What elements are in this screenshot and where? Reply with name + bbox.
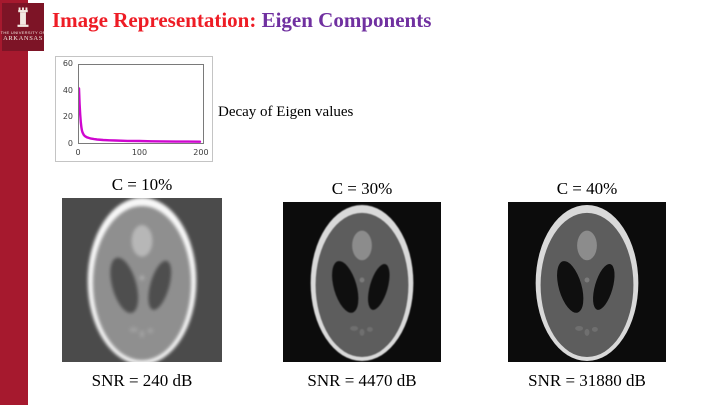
compression-label: C = 30%: [331, 179, 393, 198]
compression-label: C = 40%: [556, 179, 618, 198]
eigen-decay-chart: 0 20 40 60 0 100 200: [55, 56, 213, 162]
university-logo: THE UNIVERSITY OF ARKANSAS: [0, 3, 46, 51]
decay-curve-svg: [79, 87, 202, 143]
tower-icon: [17, 7, 29, 27]
phantom-image-30pct: [283, 202, 441, 362]
snr-label: SNR = 31880 dB: [528, 371, 646, 390]
decay-curve: [79, 87, 202, 143]
chart-y-axis: 0 20 40 60: [56, 60, 76, 148]
compression-label: C = 10%: [111, 175, 173, 194]
title-red-part: Image Representation:: [52, 8, 257, 32]
snr-label: SNR = 4470 dB: [307, 371, 417, 390]
chart-plot-area: [78, 64, 204, 144]
y-tick-label: 60: [62, 59, 73, 68]
y-tick-label: 0: [67, 139, 73, 148]
x-tick-label: 100: [131, 148, 148, 157]
logo-text-line2: ARKANSAS: [3, 35, 43, 42]
x-tick-label: 0: [75, 148, 81, 157]
phantom-svg: [62, 198, 222, 362]
y-tick-label: 40: [62, 85, 73, 95]
snr-label: SNR = 240 dB: [91, 371, 193, 390]
reconstruction-column-2: C = 30% SNR = 4470 dB: [283, 178, 441, 391]
accent-bar: [0, 0, 28, 405]
chart-x-axis: 0 100 200: [75, 148, 208, 158]
reconstruction-column-1: C = 10% SNR = 240 dB: [62, 174, 222, 391]
phantom-image-10pct: [62, 198, 222, 362]
title-purple-part: Eigen Components: [256, 8, 432, 32]
phantom-svg: [508, 202, 666, 362]
chart-caption: Decay of Eigen values: [218, 104, 354, 120]
phantom-svg: [283, 202, 441, 362]
slide-title: Image Representation: Eigen Components: [52, 8, 431, 33]
phantom-image-40pct: [508, 202, 666, 362]
x-tick-label: 200: [193, 148, 209, 157]
logo-text-line1: THE UNIVERSITY OF: [0, 30, 46, 35]
reconstruction-column-3: C = 40% SNR = 31880 dB: [508, 178, 666, 391]
y-tick-label: 20: [62, 112, 73, 122]
